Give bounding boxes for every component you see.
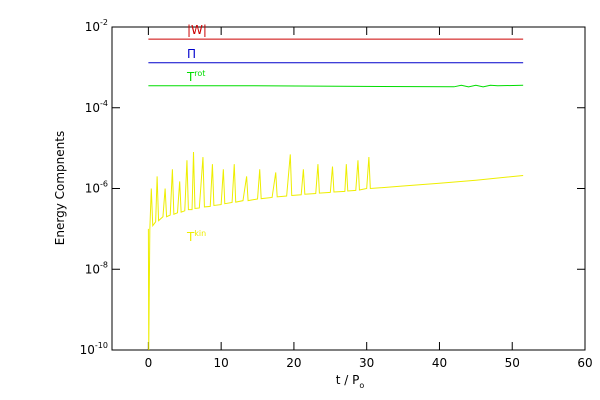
y-tick-label: 10-8 [85, 260, 108, 276]
y-tick-base: 10 [85, 262, 100, 276]
series-label: |W| [187, 23, 207, 37]
series-line [147, 152, 524, 351]
y-tick-label: 10-4 [85, 99, 108, 115]
y-tick-label: 10-6 [85, 180, 108, 196]
y-tick-exponent: -4 [100, 99, 108, 108]
y-tick-label: 10-2 [85, 18, 108, 34]
y-tick-label: 10-10 [80, 341, 108, 357]
series-label: Π [187, 47, 196, 61]
x-tick-label: 30 [359, 356, 374, 370]
x-tick-label: 60 [577, 356, 592, 370]
y-tick-base: 10 [85, 182, 100, 196]
y-tick-exponent: -2 [100, 18, 108, 27]
series-label-superscript: rot [194, 69, 205, 78]
series-label-name: T [186, 230, 195, 244]
x-tick-label: 0 [145, 356, 153, 370]
y-tick-base: 10 [85, 101, 100, 115]
y-tick-base: 10 [80, 343, 95, 357]
x-tick-label: 40 [432, 356, 447, 370]
y-tick-base: 10 [85, 20, 100, 34]
series-label-superscript: kin [194, 229, 206, 238]
y-axis-label: Energy Compnents [53, 131, 67, 245]
series-label: Trot [186, 69, 206, 84]
y-tick-exponent: -10 [95, 341, 108, 350]
y-tick-exponent: -8 [100, 260, 108, 269]
x-tick-label: 10 [214, 356, 229, 370]
x-axis-label: t / Po [336, 373, 365, 390]
series-label: Tkin [186, 229, 206, 244]
x-tick-label: 20 [286, 356, 301, 370]
y-tick-exponent: -6 [100, 180, 108, 189]
series-label-name: Π [187, 47, 196, 61]
x-tick-label: 50 [505, 356, 520, 370]
series-line [148, 84, 524, 88]
series-label-name: |W| [187, 23, 207, 37]
series-label-name: T [186, 70, 195, 84]
